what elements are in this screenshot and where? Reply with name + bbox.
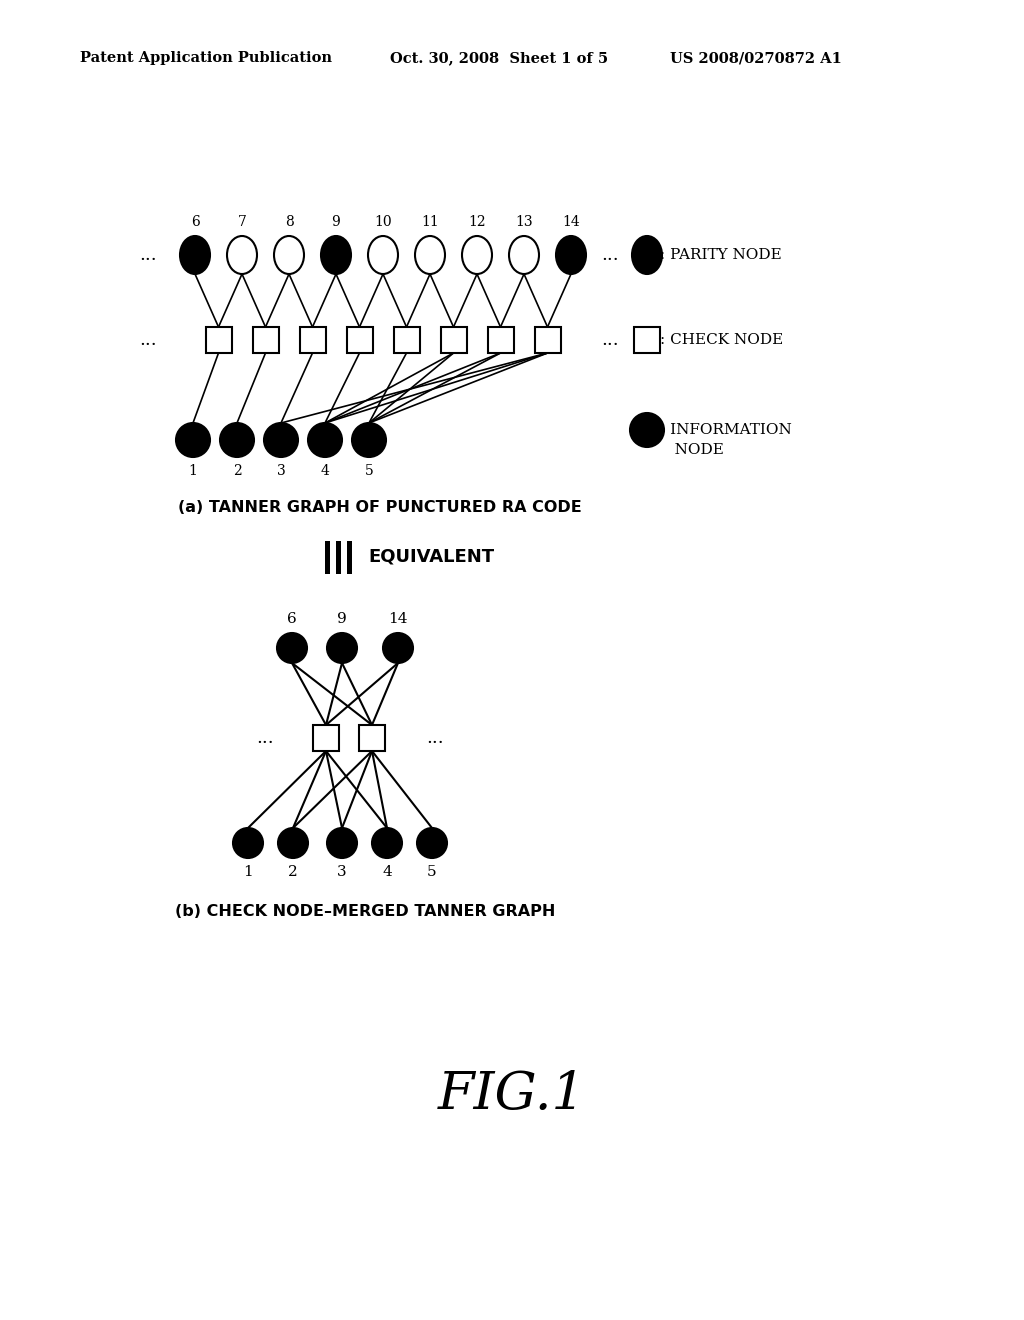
Text: ...: ... (256, 729, 273, 747)
Text: FIG.1: FIG.1 (438, 1069, 586, 1121)
Text: : CHECK NODE: : CHECK NODE (660, 333, 783, 347)
Text: 8: 8 (285, 215, 293, 228)
Text: ...: ... (426, 729, 443, 747)
Text: 6: 6 (287, 612, 297, 626)
Text: 2: 2 (232, 465, 242, 478)
Text: (a) TANNER GRAPH OF PUNCTURED RA CODE: (a) TANNER GRAPH OF PUNCTURED RA CODE (178, 500, 582, 516)
Text: EQUIVALENT: EQUIVALENT (368, 548, 495, 566)
Text: : PARITY NODE: : PARITY NODE (660, 248, 781, 261)
Bar (299, 327, 326, 352)
Text: 2: 2 (288, 865, 298, 879)
Ellipse shape (632, 236, 662, 275)
Ellipse shape (556, 236, 586, 275)
Bar (253, 327, 279, 352)
Bar (206, 327, 231, 352)
Ellipse shape (227, 236, 257, 275)
Ellipse shape (417, 828, 447, 858)
Text: 5: 5 (365, 465, 374, 478)
Text: 11: 11 (421, 215, 439, 228)
Text: Patent Application Publication: Patent Application Publication (80, 51, 332, 65)
Ellipse shape (176, 422, 210, 457)
Ellipse shape (327, 634, 357, 663)
Text: 4: 4 (382, 865, 392, 879)
Bar (440, 327, 467, 352)
Ellipse shape (509, 236, 539, 275)
Text: 1: 1 (243, 865, 253, 879)
Ellipse shape (308, 422, 342, 457)
Ellipse shape (264, 422, 298, 457)
Ellipse shape (352, 422, 386, 457)
Text: 3: 3 (337, 865, 347, 879)
Ellipse shape (233, 828, 263, 858)
Text: 12: 12 (468, 215, 485, 228)
Bar (347, 541, 352, 574)
Text: 5: 5 (427, 865, 437, 879)
Text: ...: ... (601, 331, 618, 348)
Text: 9: 9 (332, 215, 340, 228)
Ellipse shape (278, 828, 308, 858)
Text: 13: 13 (515, 215, 532, 228)
Bar (487, 327, 513, 352)
Bar (346, 327, 373, 352)
Text: 6: 6 (190, 215, 200, 228)
Text: ...: ... (139, 246, 157, 264)
Ellipse shape (372, 828, 402, 858)
Ellipse shape (368, 236, 398, 275)
Text: 3: 3 (276, 465, 286, 478)
Text: US 2008/0270872 A1: US 2008/0270872 A1 (670, 51, 842, 65)
Text: ...: ... (601, 246, 618, 264)
Ellipse shape (180, 236, 210, 275)
Bar (325, 541, 330, 574)
Text: NODE: NODE (660, 444, 724, 457)
Bar (336, 541, 341, 574)
Ellipse shape (383, 634, 413, 663)
Text: : INFORMATION: : INFORMATION (660, 422, 792, 437)
Text: (b) CHECK NODE–MERGED TANNER GRAPH: (b) CHECK NODE–MERGED TANNER GRAPH (175, 904, 555, 920)
Ellipse shape (327, 828, 357, 858)
Text: 10: 10 (374, 215, 392, 228)
Ellipse shape (274, 236, 304, 275)
Ellipse shape (321, 236, 351, 275)
Text: Oct. 30, 2008  Sheet 1 of 5: Oct. 30, 2008 Sheet 1 of 5 (390, 51, 608, 65)
Ellipse shape (630, 413, 664, 447)
Text: 4: 4 (321, 465, 330, 478)
Text: 1: 1 (188, 465, 198, 478)
Text: 14: 14 (562, 215, 580, 228)
Ellipse shape (415, 236, 445, 275)
Bar (535, 327, 560, 352)
Text: 9: 9 (337, 612, 347, 626)
Ellipse shape (220, 422, 254, 457)
Ellipse shape (278, 634, 307, 663)
Bar (359, 725, 385, 751)
Ellipse shape (462, 236, 492, 275)
Text: 14: 14 (388, 612, 408, 626)
Text: ...: ... (139, 331, 157, 348)
Text: 7: 7 (238, 215, 247, 228)
Bar (634, 327, 660, 352)
Bar (313, 725, 339, 751)
Bar (393, 327, 420, 352)
